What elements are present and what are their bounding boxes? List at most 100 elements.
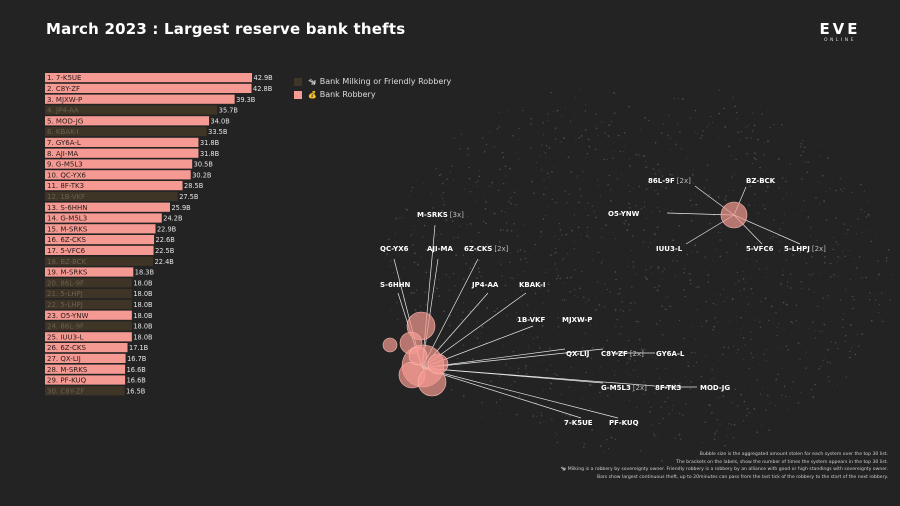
star bbox=[622, 407, 623, 409]
star bbox=[603, 107, 605, 109]
star bbox=[386, 253, 388, 255]
star bbox=[548, 177, 550, 179]
bar-value-27: 16.7B bbox=[127, 355, 147, 363]
star bbox=[592, 260, 594, 261]
star bbox=[553, 373, 556, 375]
star bbox=[891, 273, 893, 275]
star bbox=[603, 158, 606, 161]
system-label: IUU3-L bbox=[656, 245, 683, 253]
star bbox=[711, 122, 713, 123]
star bbox=[766, 248, 768, 250]
star bbox=[539, 236, 541, 238]
star bbox=[618, 200, 619, 201]
star bbox=[776, 346, 778, 348]
star bbox=[694, 244, 697, 247]
star bbox=[510, 252, 512, 254]
star bbox=[584, 104, 586, 106]
bar-label-11: 11. 8F-TK3 bbox=[47, 182, 84, 190]
star bbox=[615, 278, 617, 281]
star bbox=[466, 224, 468, 226]
star bbox=[689, 199, 692, 202]
star bbox=[410, 235, 412, 237]
bar-value-9: 30.5B bbox=[194, 161, 214, 169]
bar-label-22: 22. 5-LHPJ bbox=[47, 301, 83, 309]
star bbox=[578, 201, 580, 204]
star bbox=[810, 389, 813, 391]
star bbox=[682, 414, 684, 416]
star bbox=[727, 347, 730, 349]
star bbox=[441, 210, 443, 212]
star bbox=[701, 442, 703, 444]
star bbox=[645, 218, 647, 220]
star bbox=[547, 283, 550, 286]
star bbox=[493, 146, 495, 148]
star bbox=[713, 325, 715, 328]
star bbox=[661, 305, 664, 308]
system-label: QC-YX6 bbox=[380, 245, 409, 253]
star bbox=[652, 424, 654, 426]
star bbox=[658, 169, 660, 171]
star bbox=[495, 401, 498, 404]
star bbox=[481, 416, 483, 418]
star bbox=[683, 340, 685, 342]
star bbox=[481, 326, 484, 328]
star bbox=[789, 273, 792, 275]
star bbox=[524, 250, 526, 253]
star bbox=[519, 258, 522, 261]
star bbox=[597, 184, 599, 187]
star bbox=[706, 164, 709, 167]
star bbox=[782, 269, 784, 271]
star bbox=[534, 314, 536, 316]
star bbox=[449, 171, 451, 173]
star bbox=[411, 233, 413, 235]
system-label: O5-YNW bbox=[608, 210, 640, 218]
star bbox=[624, 449, 626, 450]
star bbox=[680, 352, 683, 354]
star bbox=[545, 157, 547, 159]
star bbox=[635, 383, 637, 385]
star bbox=[867, 295, 869, 297]
star bbox=[517, 127, 520, 130]
star bbox=[547, 289, 550, 292]
star bbox=[425, 304, 427, 306]
star bbox=[720, 227, 722, 229]
star bbox=[406, 208, 409, 211]
system-name: M-SRKS bbox=[417, 211, 448, 219]
star bbox=[616, 178, 618, 180]
star bbox=[622, 297, 623, 299]
star bbox=[885, 257, 888, 259]
star bbox=[721, 320, 723, 322]
star bbox=[805, 161, 807, 163]
star bbox=[836, 275, 838, 277]
star bbox=[819, 330, 821, 332]
star bbox=[443, 204, 446, 206]
system-count: [3x] bbox=[450, 211, 464, 219]
star bbox=[704, 256, 706, 258]
star bbox=[505, 175, 507, 177]
system-count: [2x] bbox=[812, 245, 826, 253]
star bbox=[575, 97, 577, 99]
star bbox=[635, 273, 637, 275]
star bbox=[687, 365, 690, 368]
star bbox=[556, 201, 558, 203]
star bbox=[640, 208, 643, 210]
bar-value-30: 16.5B bbox=[126, 387, 146, 395]
star bbox=[797, 402, 800, 404]
star bbox=[854, 353, 857, 356]
star bbox=[843, 223, 846, 225]
star bbox=[656, 323, 658, 325]
system-name: PF-KUQ bbox=[609, 419, 639, 427]
star bbox=[746, 152, 748, 155]
star bbox=[579, 188, 581, 190]
star bbox=[731, 402, 733, 404]
star bbox=[583, 446, 585, 448]
star bbox=[533, 192, 535, 194]
bar-19 bbox=[45, 267, 134, 277]
star bbox=[744, 344, 746, 346]
bar-label-19: 19. M-SRKS bbox=[47, 269, 88, 277]
star bbox=[842, 250, 844, 252]
star bbox=[629, 374, 631, 376]
star bbox=[702, 130, 704, 132]
star bbox=[706, 179, 708, 181]
star bbox=[792, 381, 795, 383]
